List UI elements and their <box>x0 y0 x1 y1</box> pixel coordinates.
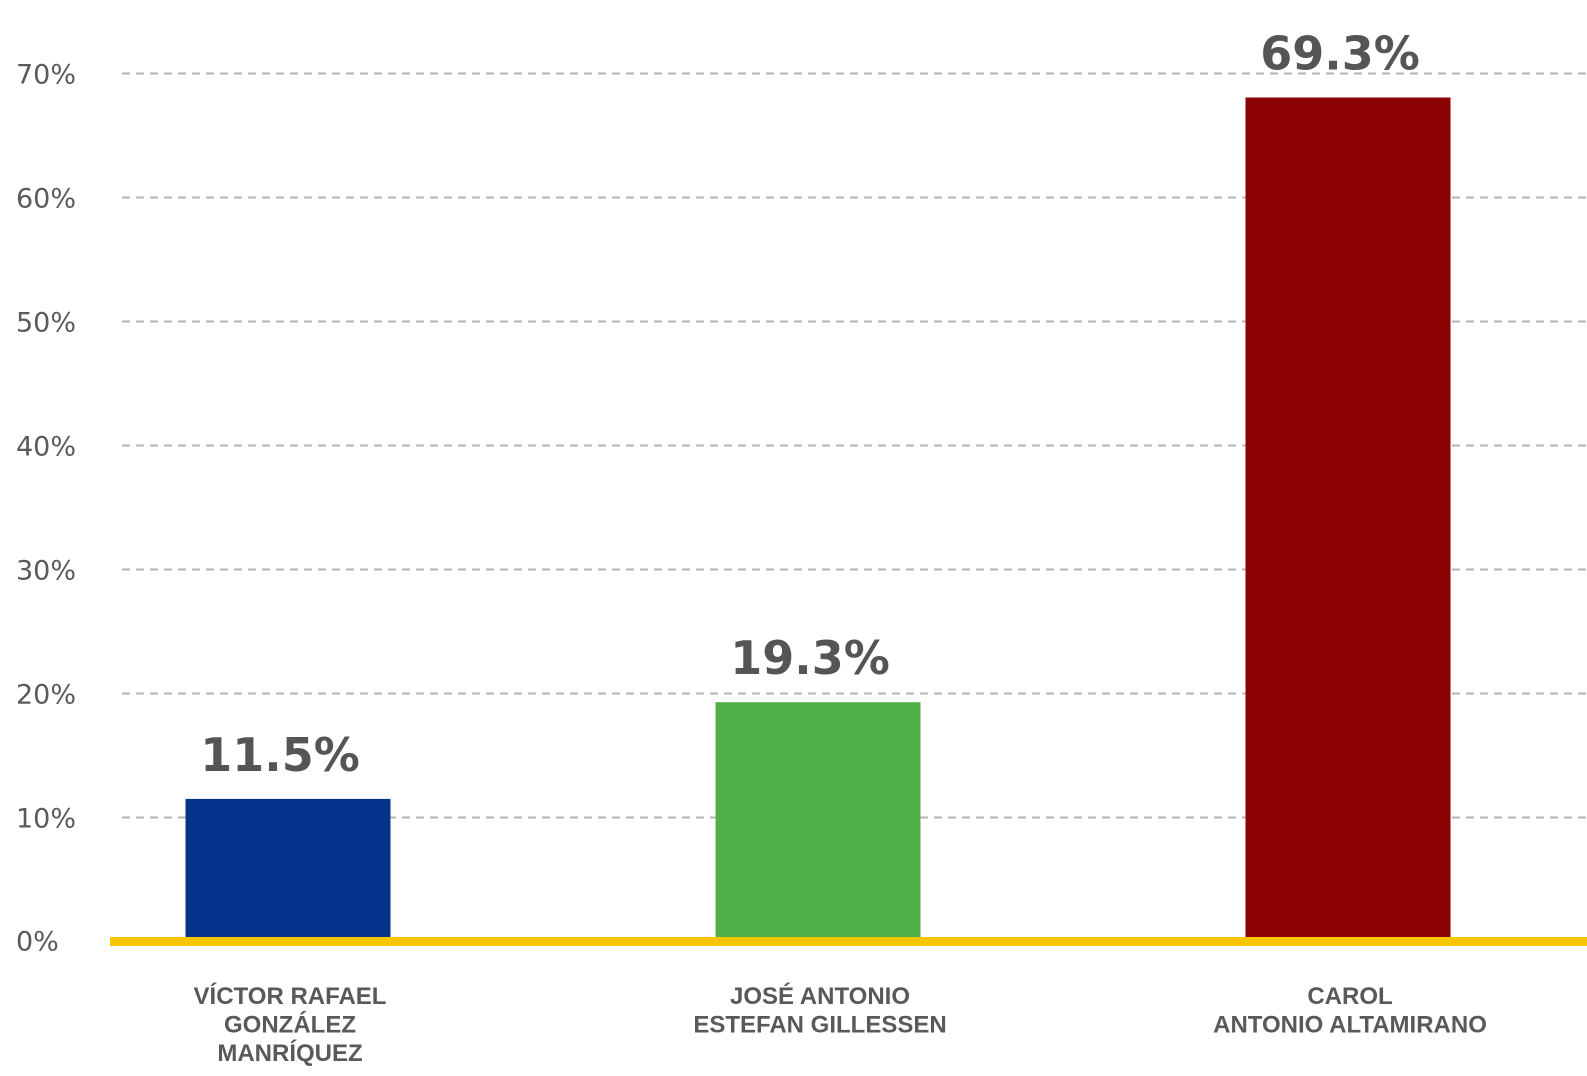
category-label-1: VÍCTOR RAFAEL GONZÁLEZ MANRÍQUEZ <box>194 982 387 1067</box>
y-tick-label-60: 60% <box>16 184 76 215</box>
category-label-line: MANRÍQUEZ <box>217 1039 362 1067</box>
y-tick-label-50: 50% <box>16 308 76 339</box>
category-label-3: CAROL ANTONIO ALTAMIRANO <box>1213 983 1487 1039</box>
category-label-line: VÍCTOR RAFAEL <box>194 982 387 1010</box>
category-label-line: JOSÉ ANTONIO <box>730 982 910 1010</box>
category-label-line: ANTONIO ALTAMIRANO <box>1213 1012 1487 1039</box>
bar-2 <box>715 702 921 942</box>
y-tick-label-30: 30% <box>16 556 76 587</box>
y-tick-label-10: 10% <box>16 804 76 835</box>
category-label-2: JOSÉ ANTONIO ESTEFAN GILLESSEN <box>693 982 946 1039</box>
y-tick-label-70: 70% <box>16 60 76 91</box>
value-labels: 11.5% 19.3% 69.3% <box>200 27 1420 782</box>
value-label-2: 19.3% <box>730 631 890 685</box>
category-labels: VÍCTOR RAFAEL GONZÁLEZ MANRÍQUEZ JOSÉ ANTON… <box>194 982 1487 1067</box>
y-tick-label-40: 40% <box>16 432 76 463</box>
bars <box>185 97 1451 942</box>
y-tick-label-20: 20% <box>16 680 76 711</box>
bar-1 <box>185 798 391 942</box>
category-label-line: ESTEFAN GILLESSEN <box>693 1012 946 1039</box>
bar-3 <box>1245 97 1451 942</box>
value-label-1: 11.5% <box>200 728 360 782</box>
category-label-line: CAROL <box>1307 983 1392 1010</box>
grid-lines <box>122 72 1587 819</box>
value-label-3: 69.3% <box>1260 27 1420 81</box>
y-axis-tick-labels: 0% 10% 20% 30% 40% 50% 60% 70% <box>16 60 76 958</box>
y-tick-label-0: 0% <box>16 927 59 958</box>
category-label-line: GONZÁLEZ <box>224 1011 356 1039</box>
